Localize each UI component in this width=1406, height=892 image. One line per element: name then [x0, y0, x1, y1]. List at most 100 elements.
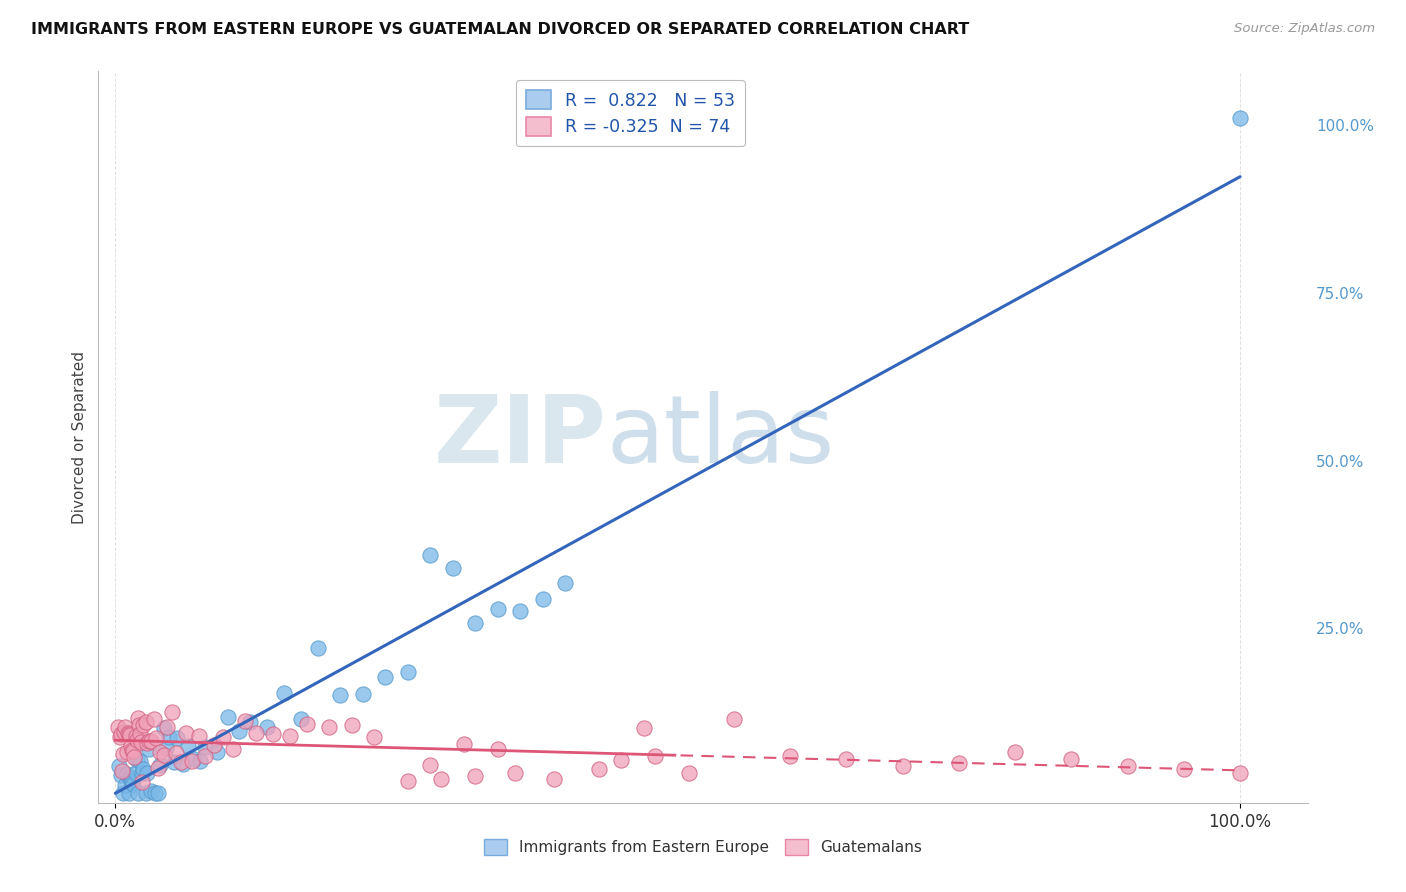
Point: [610, 753, 633, 767]
Point: [419, 548, 441, 562]
Point: [160, 706, 183, 720]
Text: IMMIGRANTS FROM EASTERN EUROPE VS GUATEMALAN DIVORCED OR SEPARATED CORRELATION C: IMMIGRANTS FROM EASTERN EUROPE VS GUATEM…: [31, 22, 969, 37]
Point: [114, 778, 136, 792]
Point: [146, 786, 169, 800]
Point: [149, 745, 172, 759]
Point: [120, 773, 142, 788]
Point: [1173, 762, 1195, 776]
Point: [117, 725, 139, 739]
Point: [205, 745, 228, 759]
Point: [112, 747, 135, 761]
Point: [118, 727, 141, 741]
Point: [174, 726, 197, 740]
Point: [644, 748, 666, 763]
Point: [503, 765, 526, 780]
Point: [142, 712, 165, 726]
Point: [273, 686, 295, 700]
Point: [177, 739, 200, 754]
Point: [217, 710, 239, 724]
Point: [1060, 752, 1083, 766]
Point: [118, 728, 141, 742]
Point: [124, 729, 146, 743]
Legend: Immigrants from Eastern Europe, Guatemalans: Immigrants from Eastern Europe, Guatemal…: [478, 833, 928, 861]
Point: [110, 727, 132, 741]
Point: [107, 720, 129, 734]
Point: [187, 729, 209, 743]
Point: [152, 721, 174, 735]
Point: [127, 786, 149, 800]
Point: [125, 753, 148, 767]
Point: [486, 742, 509, 756]
Point: [138, 734, 160, 748]
Point: [509, 604, 531, 618]
Point: [891, 759, 914, 773]
Point: [111, 764, 134, 778]
Point: [194, 739, 217, 754]
Point: [135, 786, 157, 800]
Point: [543, 772, 565, 787]
Point: [131, 775, 153, 789]
Point: [1004, 746, 1026, 760]
Point: [464, 769, 486, 783]
Point: [278, 729, 301, 743]
Point: [1116, 759, 1139, 773]
Point: [135, 766, 157, 780]
Point: [124, 749, 146, 764]
Point: [464, 616, 486, 631]
Point: [152, 747, 174, 762]
Point: [166, 731, 188, 746]
Point: [396, 773, 419, 788]
Point: [132, 717, 155, 731]
Point: [118, 786, 141, 800]
Point: [165, 746, 187, 760]
Y-axis label: Divorced or Separated: Divorced or Separated: [72, 351, 87, 524]
Point: [112, 786, 135, 800]
Point: [256, 720, 278, 734]
Point: [120, 739, 142, 753]
Point: [352, 687, 374, 701]
Point: [143, 786, 166, 800]
Point: [419, 757, 441, 772]
Point: [194, 748, 217, 763]
Point: [239, 715, 262, 730]
Point: [114, 720, 136, 734]
Point: [129, 727, 152, 741]
Text: ZIP: ZIP: [433, 391, 606, 483]
Point: [678, 765, 700, 780]
Point: [180, 754, 202, 768]
Point: [486, 601, 509, 615]
Point: [110, 768, 132, 782]
Point: [1229, 112, 1251, 126]
Point: [290, 712, 312, 726]
Point: [835, 752, 858, 766]
Text: Source: ZipAtlas.com: Source: ZipAtlas.com: [1234, 22, 1375, 36]
Point: [202, 739, 225, 753]
Point: [1229, 765, 1251, 780]
Point: [157, 730, 180, 744]
Point: [262, 727, 284, 741]
Point: [115, 745, 138, 759]
Point: [172, 756, 194, 771]
Point: [318, 720, 340, 734]
Point: [183, 751, 205, 765]
Point: [156, 721, 179, 735]
Point: [588, 762, 610, 776]
Point: [125, 733, 148, 747]
Point: [129, 754, 152, 768]
Point: [453, 737, 475, 751]
Point: [121, 774, 143, 789]
Point: [948, 756, 970, 770]
Point: [135, 714, 157, 729]
Point: [245, 726, 267, 740]
Point: [141, 734, 163, 748]
Point: [363, 730, 385, 744]
Point: [212, 730, 235, 744]
Point: [163, 755, 186, 769]
Point: [135, 736, 157, 750]
Point: [188, 754, 211, 768]
Point: [169, 755, 191, 769]
Point: [779, 748, 801, 763]
Point: [128, 718, 150, 732]
Point: [233, 714, 256, 728]
Point: [122, 744, 145, 758]
